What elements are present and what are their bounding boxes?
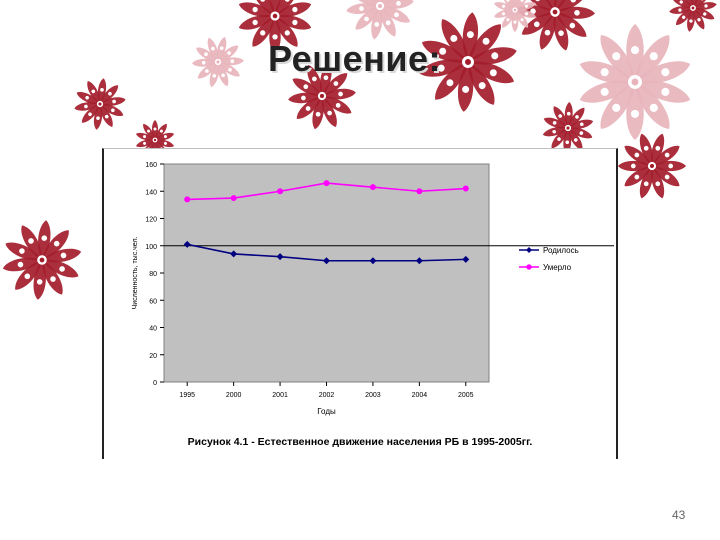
flower-icon xyxy=(579,24,691,140)
x-tick-label: 2004 xyxy=(412,392,428,399)
x-tick-label: 2003 xyxy=(365,392,381,399)
data-point xyxy=(230,195,237,202)
plot-area xyxy=(163,163,490,383)
legend-marker xyxy=(526,247,532,253)
page-number: 43 xyxy=(672,508,686,522)
data-point xyxy=(323,180,330,187)
flower-icon xyxy=(346,0,414,40)
y-tick-label: 80 xyxy=(149,271,157,278)
x-axis-label: Годы xyxy=(317,407,336,416)
chart-title: Рисунок 4.1 - Естественное движение насе… xyxy=(188,436,533,448)
x-tick-label: 2002 xyxy=(319,392,335,399)
legend-label: Умерло xyxy=(543,263,572,272)
y-tick-label: 40 xyxy=(149,326,157,333)
x-tick-label: 1995 xyxy=(179,392,195,399)
y-tick-label: 0 xyxy=(153,380,157,387)
flower-icon xyxy=(288,62,356,130)
flower-icon xyxy=(618,133,686,199)
data-point xyxy=(462,255,470,263)
data-point xyxy=(369,257,377,265)
data-point xyxy=(323,257,330,265)
flower-icon xyxy=(669,0,717,32)
flower-icon xyxy=(494,0,536,32)
flower-icon xyxy=(238,0,312,54)
y-tick-label: 20 xyxy=(149,353,157,360)
data-point xyxy=(416,188,423,195)
x-tick-label: 2000 xyxy=(226,392,242,399)
slide-title: Решение: xyxy=(268,38,442,79)
x-tick-label: 2005 xyxy=(458,392,474,399)
data-point xyxy=(183,240,191,248)
x-tick-label: 2001 xyxy=(272,392,288,399)
legend-label: Родилось xyxy=(543,246,579,255)
y-tick-label: 160 xyxy=(145,162,157,169)
chart-frame: 0 20 40 60 80 100 120 140 160 1995 2000 2001 2002 200… xyxy=(102,148,618,459)
data-point xyxy=(462,185,469,192)
flower-icon xyxy=(74,78,126,130)
flower-icon xyxy=(542,102,594,154)
data-point xyxy=(276,253,284,261)
y-tick-label: 60 xyxy=(149,298,157,305)
y-tick-label: 100 xyxy=(145,244,157,251)
data-point xyxy=(415,257,423,265)
flower-icon xyxy=(2,220,82,300)
y-tick-label: 140 xyxy=(145,189,157,196)
flower-icon xyxy=(192,36,244,88)
data-point xyxy=(369,184,376,191)
data-point xyxy=(230,250,238,258)
data-point xyxy=(184,196,191,203)
y-tick-label: 120 xyxy=(145,217,157,224)
legend-marker xyxy=(526,264,532,270)
y-axis-label: Численность, тыс.чел. xyxy=(132,236,139,309)
flower-icon xyxy=(419,12,517,112)
line-chart: 0 20 40 60 80 100 120 140 160 1995 2000 2001 2002 200… xyxy=(132,162,614,448)
data-point xyxy=(277,188,284,195)
